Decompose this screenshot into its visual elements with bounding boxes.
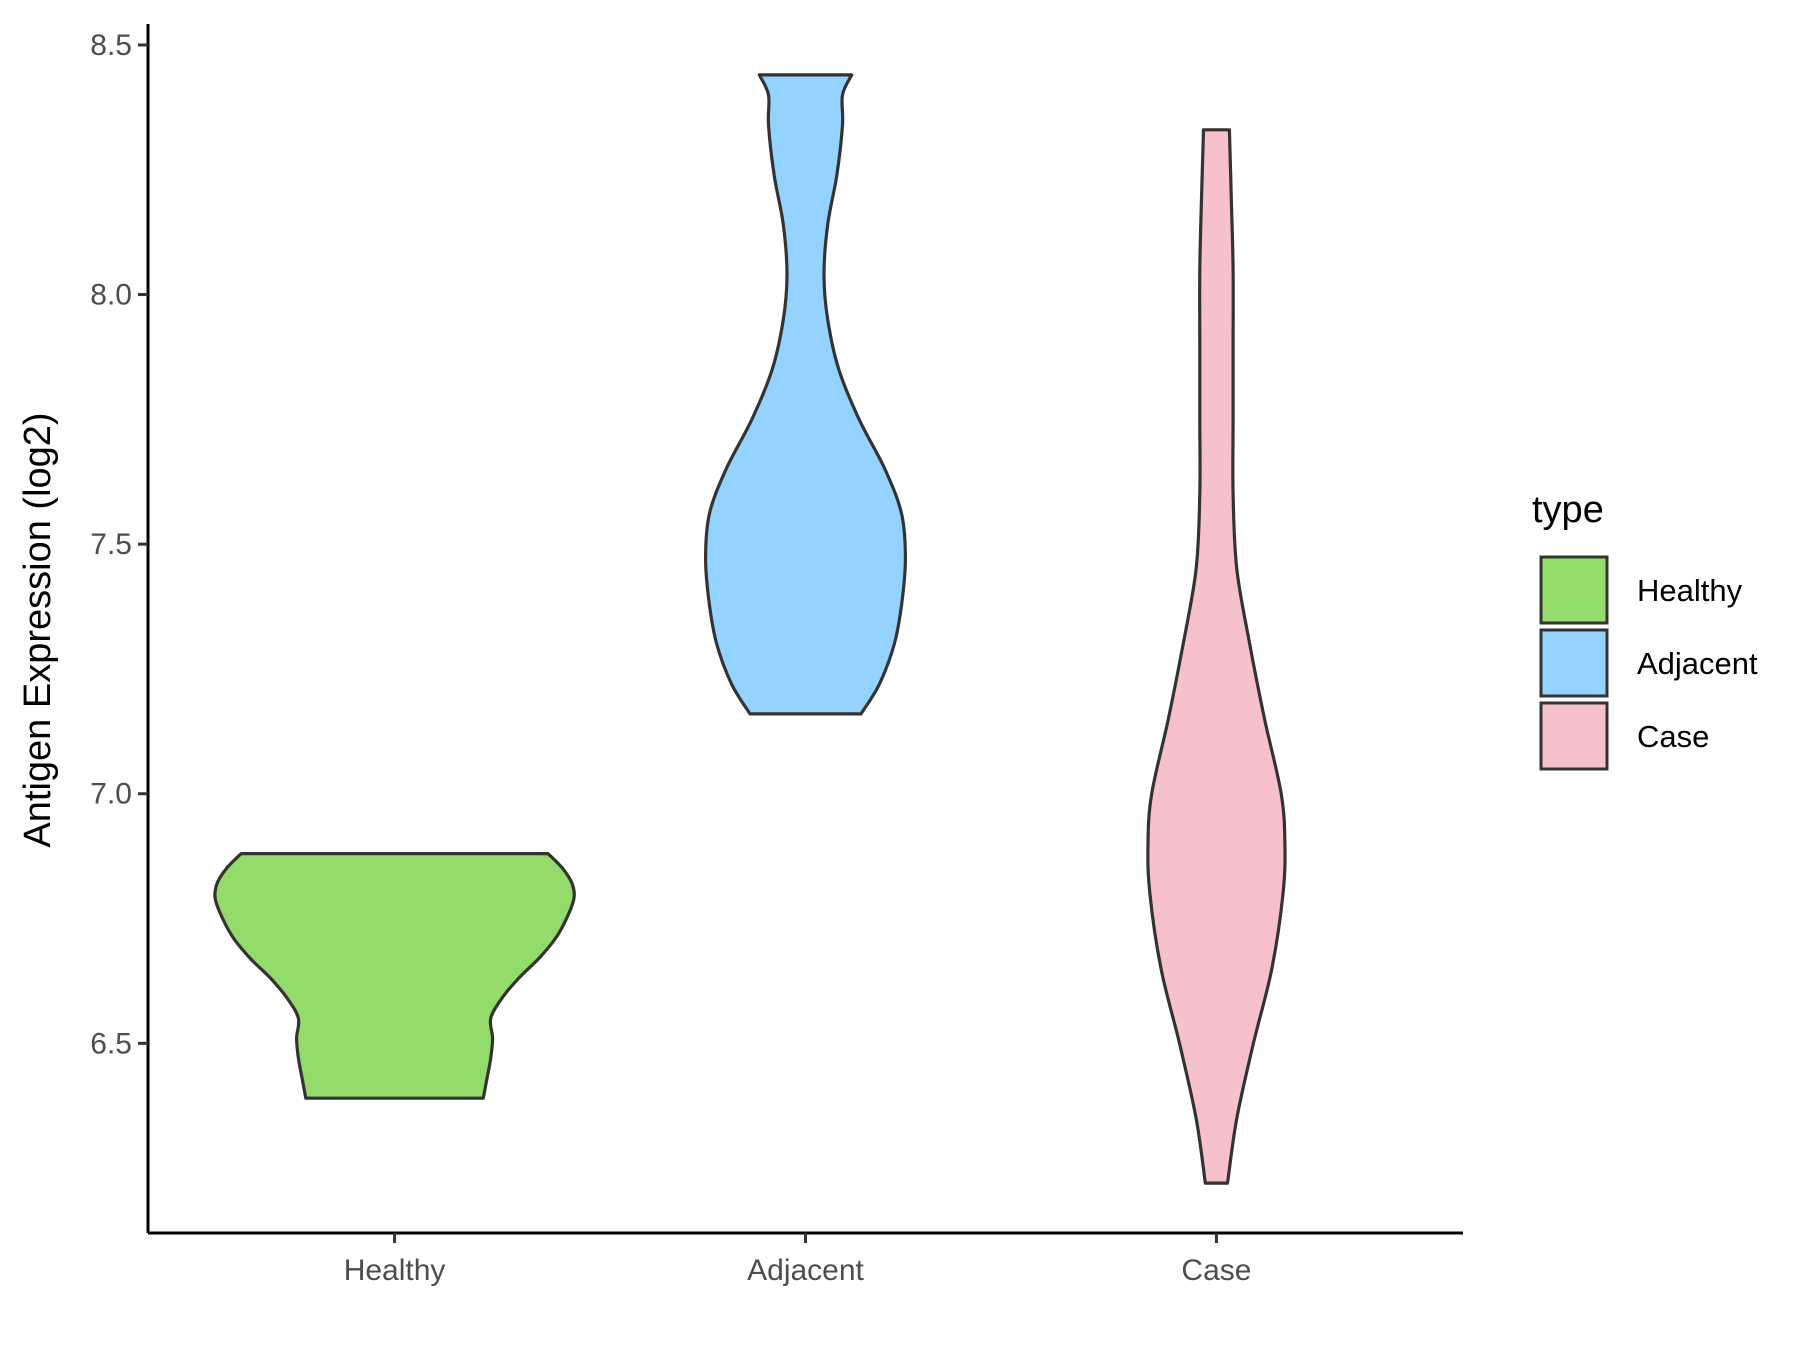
legend-label-healthy: Healthy xyxy=(1637,573,1743,608)
legend-key-healthy xyxy=(1539,555,1609,625)
x-tick-label: Case xyxy=(1181,1254,1251,1287)
legend: type Healthy Adjacent Case xyxy=(1532,489,1758,771)
y-tick-label: 8.0 xyxy=(90,279,132,312)
x-tick-label: Healthy xyxy=(344,1254,446,1287)
y-tick-label: 6.5 xyxy=(90,1027,132,1060)
violin-adjacent xyxy=(704,73,907,716)
y-tick-label: 7.5 xyxy=(90,528,132,561)
legend-title: type xyxy=(1532,489,1604,531)
x-tick-label: Adjacent xyxy=(747,1254,864,1287)
legend-label-adjacent: Adjacent xyxy=(1637,646,1758,681)
violin-healthy xyxy=(213,852,576,1100)
axes-layer: 6.5 7.0 7.5 8.0 8.5 Healthy Adjacent Case xyxy=(90,24,1463,1287)
y-axis-title: Antigen Expression (log2) xyxy=(17,412,59,847)
legend-key-case xyxy=(1539,701,1609,771)
legend-label-case: Case xyxy=(1637,719,1709,754)
legend-items: Healthy Adjacent Case xyxy=(1539,555,1758,771)
legend-key-adjacent xyxy=(1539,628,1609,698)
violin-case xyxy=(1146,128,1287,1185)
violin-layer xyxy=(213,73,1287,1185)
y-tick-label: 8.5 xyxy=(90,29,132,62)
y-tick-label: 7.0 xyxy=(90,778,132,811)
